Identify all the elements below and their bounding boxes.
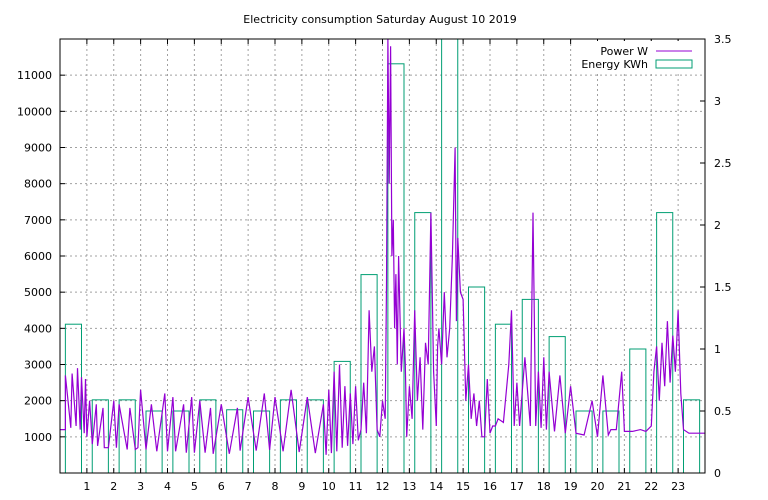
x-tick-label: 13 <box>402 480 416 493</box>
x-tick-label: 1 <box>83 480 90 493</box>
x-tick-label: 7 <box>245 480 252 493</box>
x-tick-label: 3 <box>137 480 144 493</box>
chart-title: Electricity consumption Saturday August … <box>243 13 516 26</box>
y-tick-label: 5000 <box>24 286 52 299</box>
x-tick-label: 23 <box>671 480 685 493</box>
y2-tick-label: 3.5 <box>714 33 732 46</box>
x-tick-label: 4 <box>164 480 171 493</box>
x-tick-label: 2 <box>110 480 117 493</box>
x-tick-label: 15 <box>456 480 470 493</box>
axis-ticks <box>60 38 705 474</box>
x-tick-label: 9 <box>298 480 305 493</box>
y2-tick-label: 3 <box>714 95 721 108</box>
x-tick-label: 14 <box>429 480 443 493</box>
y2-tick-label: 1.5 <box>714 281 732 294</box>
y2-tick-label: 0.5 <box>714 405 732 418</box>
power-line <box>60 38 705 455</box>
x-tick-label: 16 <box>483 480 497 493</box>
power-series <box>60 38 705 455</box>
legend: Power W Energy KWh <box>575 41 703 73</box>
x-tick-label: 8 <box>272 480 279 493</box>
y-tick-label: 7000 <box>24 214 52 227</box>
x-tick-label: 11 <box>349 480 363 493</box>
y-tick-label: 2000 <box>24 395 52 408</box>
x-tick-label: 21 <box>617 480 631 493</box>
x-tick-label: 5 <box>191 480 198 493</box>
x-tick-label: 17 <box>510 480 524 493</box>
x-tick-label: 6 <box>218 480 225 493</box>
y-tick-label: 10000 <box>17 105 52 118</box>
y-axis-tick-labels: 1000 2000 3000 4000 5000 6000 7000 8000 9000 1000… <box>17 69 52 444</box>
x-tick-label: 10 <box>322 480 336 493</box>
x-tick-label: 19 <box>564 480 578 493</box>
y-tick-label: 4000 <box>24 322 52 335</box>
y-tick-label: 8000 <box>24 178 52 191</box>
grid <box>60 39 705 473</box>
y2-tick-label: 2 <box>714 219 721 232</box>
y-tick-label: 9000 <box>24 142 52 155</box>
x-axis-tick-labels: 1 2 3 4 5 6 7 8 9 10 11 12 13 14 15 16 17 18 19 20 21 22 23 <box>83 480 685 493</box>
y2-tick-label: 0 <box>714 467 721 480</box>
legend-label-power: Power W <box>600 45 648 58</box>
y2-tick-label: 1 <box>714 343 721 356</box>
legend-swatch-energy <box>655 59 693 69</box>
x-tick-label: 20 <box>591 480 605 493</box>
x-tick-label: 22 <box>644 480 658 493</box>
y2-tick-label: 2.5 <box>714 157 732 170</box>
y-tick-label: 6000 <box>24 250 52 263</box>
y-tick-label: 1000 <box>24 431 52 444</box>
y2-axis-tick-labels: 0 0.5 1 1.5 2 2.5 3 3.5 <box>714 33 732 480</box>
x-tick-label: 18 <box>537 480 551 493</box>
x-tick-label: 12 <box>376 480 390 493</box>
y-tick-label: 3000 <box>24 359 52 372</box>
y-tick-label: 11000 <box>17 69 52 82</box>
legend-label-energy: Energy KWh <box>581 58 648 71</box>
